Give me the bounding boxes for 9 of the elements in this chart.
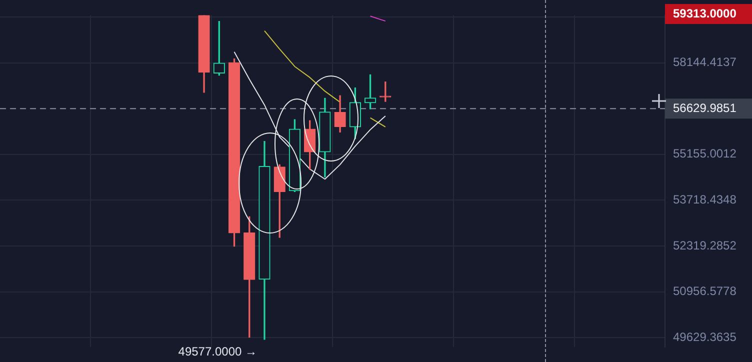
y-tick-label: 58144.4137 [673, 55, 737, 70]
annotation: 49577.0000 → [178, 344, 257, 358]
ref-line-label: 56629.9851 [673, 100, 737, 115]
y-tick-label: 50956.5778 [673, 284, 737, 298]
y-tick-label: 55155.0012 [673, 146, 737, 161]
y-tick-label: 49629.3635 [673, 330, 737, 344]
text: 59313.0000 [673, 6, 737, 20]
y-tick-label: 53718.4348 [673, 192, 737, 207]
y-tick-label: 52319.2852 [673, 238, 737, 252]
